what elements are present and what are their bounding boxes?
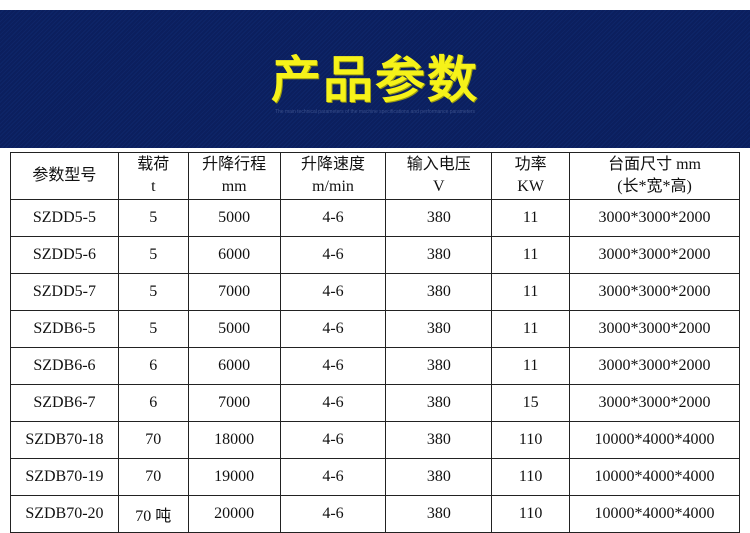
header-line: mm <box>221 178 247 195</box>
header-line: 参数型号 <box>32 167 97 184</box>
table-cell: 4-6 <box>279 384 387 422</box>
table-cell: SZDD5-6 <box>10 236 119 274</box>
banner-title: 产品参数 <box>271 51 479 109</box>
header-cell: 台面尺寸 mm (长*宽*高) <box>569 152 740 200</box>
table-cell: 110 <box>491 421 571 459</box>
table-cell: 15 <box>491 384 571 422</box>
table-cell: 5000 <box>187 310 281 348</box>
header-line: KW <box>517 178 544 195</box>
table-cell: 11 <box>491 199 571 237</box>
header-cell: 输入电压 V <box>385 152 493 200</box>
table-cell: 4-6 <box>279 310 387 348</box>
header-line: (长*宽*高) <box>617 178 692 195</box>
table-cell: SZDB70-20 <box>10 495 119 533</box>
table-cell: 380 <box>385 310 493 348</box>
table-cell: 7000 <box>187 384 281 422</box>
table-cell: 5 <box>117 199 189 237</box>
table-cell: 4-6 <box>279 236 387 274</box>
table-cell: 6000 <box>187 236 281 274</box>
table-cell: 11 <box>491 273 571 311</box>
table-row: SZDB70-19 70 19000 4-6 380 110 10000*4000*4000 <box>10 458 740 496</box>
table-cell: 3000*3000*2000 <box>569 273 740 311</box>
table-cell: 10000*4000*4000 <box>569 458 740 496</box>
table-cell: 10000*4000*4000 <box>569 421 740 459</box>
table-cell: 3000*3000*2000 <box>569 347 740 385</box>
table-cell: 380 <box>385 347 493 385</box>
header-line: m/min <box>312 178 354 195</box>
header-row: 参数型号 载荷 t 升降行程 mm 升降速度 m/min 输入电压 V 功率 KW 台面尺寸 mm (长… <box>10 152 740 200</box>
table-cell: 5 <box>117 273 189 311</box>
header-line: t <box>151 178 156 195</box>
table-cell: 4-6 <box>279 347 387 385</box>
header-line: 载荷 <box>137 156 170 173</box>
table-cell: 70 吨 <box>117 495 189 533</box>
table-cell: 380 <box>385 199 493 237</box>
table-cell: 3000*3000*2000 <box>569 384 740 422</box>
table-cell: 4-6 <box>279 495 387 533</box>
table-cell: 4-6 <box>279 458 387 496</box>
header-line: 功率 <box>514 156 547 173</box>
table-cell: 380 <box>385 236 493 274</box>
table-cell: SZDB6-7 <box>10 384 119 422</box>
table-cell: 3000*3000*2000 <box>569 236 740 274</box>
header-cell: 载荷 t <box>117 152 189 200</box>
header-cell: 功率 KW <box>491 152 571 200</box>
header-line: 台面尺寸 mm <box>608 156 701 173</box>
header-cell: 升降行程 mm <box>187 152 281 200</box>
header-cell: 升降速度 m/min <box>279 152 387 200</box>
spec-table: 参数型号 载荷 t 升降行程 mm 升降速度 m/min 输入电压 V 功率 KW 台面尺寸 mm (长… <box>10 152 740 533</box>
table-cell: 380 <box>385 458 493 496</box>
table-cell: 11 <box>491 310 571 348</box>
table-cell: 70 <box>117 421 189 459</box>
table-cell: SZDB6-5 <box>10 310 119 348</box>
table-cell: 380 <box>385 495 493 533</box>
table-cell: 6 <box>117 347 189 385</box>
table-cell: 6000 <box>187 347 281 385</box>
banner: 产品参数 The main technical parameters of th… <box>0 10 750 148</box>
header-cell: 参数型号 <box>10 152 119 200</box>
table-cell: 3000*3000*2000 <box>569 199 740 237</box>
table-cell: 70 <box>117 458 189 496</box>
table-cell: 380 <box>385 384 493 422</box>
table-row: SZDD5-6 5 6000 4-6 380 11 3000*3000*2000 <box>10 236 740 274</box>
table-cell: SZDD5-5 <box>10 199 119 237</box>
table-cell: 10000*4000*4000 <box>569 495 740 533</box>
table-row: SZDB6-7 6 7000 4-6 380 15 3000*3000*2000 <box>10 384 740 422</box>
table-cell: 3000*3000*2000 <box>569 310 740 348</box>
table-cell: 380 <box>385 421 493 459</box>
header-line: 升降行程 <box>202 156 267 173</box>
table-row: SZDB70-20 70 吨 20000 4-6 380 110 10000*4000*40… <box>10 495 740 533</box>
table-cell: 5000 <box>187 199 281 237</box>
table-cell: 380 <box>385 273 493 311</box>
table-cell: 5 <box>117 236 189 274</box>
table-row: SZDB6-6 6 6000 4-6 380 11 3000*3000*2000 <box>10 347 740 385</box>
table-cell: 4-6 <box>279 273 387 311</box>
header-line: 升降速度 <box>301 156 366 173</box>
table-row: SZDD5-7 5 7000 4-6 380 11 3000*3000*2000 <box>10 273 740 311</box>
table-cell: 5 <box>117 310 189 348</box>
table-cell: 4-6 <box>279 199 387 237</box>
table-cell: SZDB6-6 <box>10 347 119 385</box>
table-cell: 4-6 <box>279 421 387 459</box>
header-line: V <box>433 178 445 195</box>
table-row: SZDB6-5 5 5000 4-6 380 11 3000*3000*2000 <box>10 310 740 348</box>
table-cell: 110 <box>491 495 571 533</box>
table-row: SZDD5-5 5 5000 4-6 380 11 3000*3000*2000 <box>10 199 740 237</box>
banner-subtitle: The main technical parameters of the mac… <box>274 109 476 115</box>
table-cell: 11 <box>491 347 571 385</box>
table-cell: 11 <box>491 236 571 274</box>
table-cell: SZDD5-7 <box>10 273 119 311</box>
table-cell: SZDB70-18 <box>10 421 119 459</box>
table-row: SZDB70-18 70 18000 4-6 380 110 10000*4000*4000 <box>10 421 740 459</box>
table-cell: 110 <box>491 458 571 496</box>
table-cell: SZDB70-19 <box>10 458 119 496</box>
table-cell: 6 <box>117 384 189 422</box>
header-line: 输入电压 <box>406 156 471 173</box>
table-cell: 18000 <box>187 421 281 459</box>
table-cell: 7000 <box>187 273 281 311</box>
table-cell: 19000 <box>187 458 281 496</box>
table-cell: 20000 <box>187 495 281 533</box>
